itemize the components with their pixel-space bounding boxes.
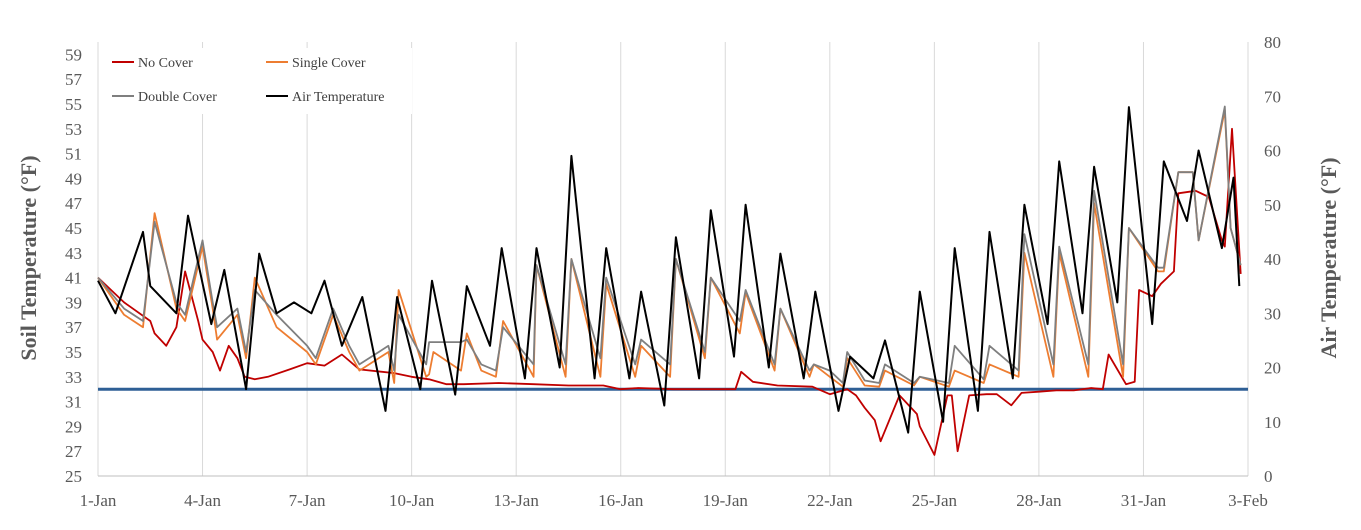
y-tick-label: 39: [65, 293, 82, 312]
y-axis-title: Soil Temperature (°F): [16, 155, 41, 360]
y-tick-label: 47: [65, 194, 83, 213]
y2-axis-tick-labels: 0 10 20 30 40 50 60 70 80: [1264, 33, 1281, 486]
y2-tick-label: 10: [1264, 413, 1281, 432]
y2-tick-label: 30: [1264, 304, 1281, 323]
y2-tick-label: 20: [1264, 359, 1281, 378]
y2-tick-label: 40: [1264, 250, 1281, 269]
x-tick-label: 16-Jan: [598, 491, 644, 510]
vertical-gridlines: [97, 42, 1249, 476]
y-tick-label: 53: [65, 120, 82, 139]
legend: No Cover Single Cover Double Cover Air Temp…: [104, 48, 412, 114]
x-tick-label: 31-Jan: [1121, 491, 1167, 510]
y-tick-label: 57: [65, 70, 83, 89]
y2-tick-label: 0: [1264, 467, 1273, 486]
y-tick-label: 31: [65, 393, 82, 412]
y-tick-label: 37: [65, 318, 83, 337]
y-tick-label: 59: [65, 45, 82, 64]
x-tick-label: 3-Feb: [1228, 491, 1268, 510]
series-lines: [97, 105, 1242, 456]
y-tick-label: 51: [65, 145, 82, 164]
y2-tick-label: 80: [1264, 33, 1281, 52]
legend-label-single-cover: Single Cover: [292, 56, 366, 71]
y-tick-label: 25: [65, 467, 82, 486]
x-tick-label: 22-Jan: [807, 491, 853, 510]
y-tick-label: 33: [65, 368, 82, 387]
y-tick-label: 45: [65, 219, 82, 238]
x-tick-label: 4-Jan: [184, 491, 221, 510]
y-tick-label: 29: [65, 417, 82, 436]
legend-label-no-cover: No Cover: [138, 56, 193, 71]
series-line-no-cover: [97, 127, 1242, 456]
x-tick-label: 19-Jan: [703, 491, 749, 510]
x-tick-label: 28-Jan: [1016, 491, 1062, 510]
legend-label-double-cover: Double Cover: [138, 90, 217, 105]
y2-tick-label: 60: [1264, 142, 1281, 161]
x-axis-tick-labels: 1-Jan 4-Jan 7-Jan 10-Jan 13-Jan 16-Jan 19-Jan 2…: [80, 491, 1268, 510]
y-tick-label: 27: [65, 442, 83, 461]
y2-tick-label: 50: [1264, 196, 1281, 215]
x-tick-label: 13-Jan: [494, 491, 540, 510]
x-tick-label: 1-Jan: [80, 491, 117, 510]
legend-background: [104, 48, 412, 114]
legend-label-air-temperature: Air Temperature: [292, 90, 384, 105]
y-tick-label: 43: [65, 244, 82, 263]
x-tick-label: 10-Jan: [389, 491, 435, 510]
y-axis-tick-labels: 25 27 29 31 33 35 37 39 41 43 45 47 49 51 53 55 57 59: [65, 45, 83, 486]
x-tick-label: 25-Jan: [912, 491, 958, 510]
series-line-air-temperature: [97, 106, 1241, 434]
y2-tick-label: 70: [1264, 87, 1281, 106]
x-tick-label: 7-Jan: [289, 491, 326, 510]
series-line-double-cover: [97, 105, 1242, 384]
y2-axis-title: Air Temperature (°F): [1316, 157, 1341, 358]
y-tick-label: 49: [65, 169, 82, 188]
y-tick-label: 41: [65, 269, 82, 288]
y-tick-label: 35: [65, 343, 82, 362]
y-tick-label: 55: [65, 95, 82, 114]
